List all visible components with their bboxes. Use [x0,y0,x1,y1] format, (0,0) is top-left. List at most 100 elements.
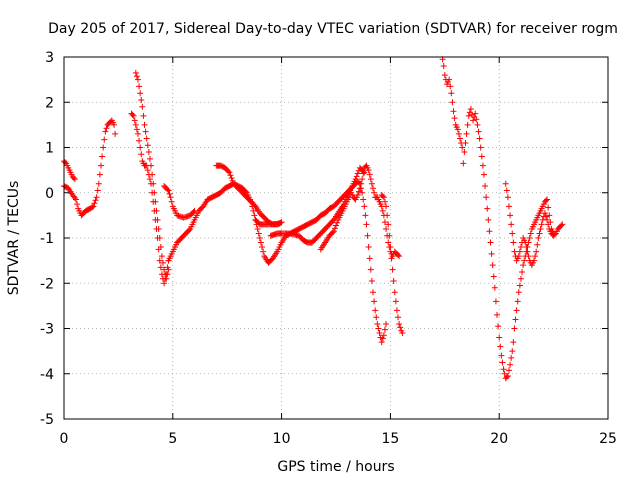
series-sat-n [511,196,557,332]
data-point [141,121,148,128]
y-tick-label: -3 [40,322,54,338]
y-tick-label: 3 [45,50,54,66]
data-point [396,253,403,260]
data-point [356,185,363,192]
data-point [133,126,140,133]
data-point [451,115,458,122]
data-point [450,108,457,115]
data-point [148,162,155,169]
data-point [449,99,456,106]
series-sat-l [439,56,517,382]
data-point [440,63,447,70]
data-point [499,359,506,366]
data-point [101,136,108,143]
data-point [397,324,404,331]
data-point [259,244,266,251]
y-tick-label: -1 [40,231,54,247]
data-point [545,204,552,211]
data-point [95,180,102,187]
data-point [384,212,391,219]
data-point [362,212,369,219]
data-point [360,170,367,177]
data-marks [61,56,566,382]
data-point [254,225,261,232]
data-point [515,253,522,260]
series-sat-j [317,162,403,260]
data-point [90,203,97,210]
data-point [505,203,512,210]
grid-lines [64,57,608,419]
data-point [508,221,515,228]
data-point [132,69,139,76]
data-point [164,186,171,193]
data-point [477,144,484,151]
series-sat-d [132,69,172,282]
data-point [228,175,235,182]
data-point [71,176,78,183]
data-point [502,180,509,187]
data-point [467,106,474,113]
data-point [366,255,373,262]
data-point [500,366,507,373]
data-point [465,112,472,119]
data-point [372,307,379,314]
data-point [383,203,390,210]
data-point [99,153,106,160]
data-point [379,207,386,214]
data-point [515,289,522,296]
data-point [473,116,480,123]
y-tick-label: -4 [40,367,54,383]
data-point [488,250,495,257]
data-point [507,212,514,219]
data-point [498,352,505,359]
x-tick-label: 10 [273,431,291,447]
data-point [447,83,454,90]
data-point [544,196,551,203]
data-point [371,189,378,196]
data-point [94,187,101,194]
data-point [550,230,557,237]
data-point [153,207,160,214]
data-point [132,121,139,128]
data-point [483,194,490,201]
data-point [186,227,193,234]
data-point [463,130,470,137]
data-point [475,128,482,135]
data-point [102,128,109,135]
data-point [111,121,118,128]
data-point [510,339,517,346]
data-point [393,307,400,314]
data-point [476,135,483,142]
series-sat-c [128,110,172,287]
series-sat-g [213,162,285,228]
data-point [446,76,453,83]
data-point [334,219,341,226]
data-point [367,176,374,183]
data-point [152,198,159,205]
data-point [490,273,497,280]
data-point [551,231,558,238]
data-point [470,117,477,124]
series-sat-h [252,216,283,228]
data-point [546,212,553,219]
data-point [379,335,386,342]
data-point [330,228,337,235]
x-axis-label: GPS time / hours [277,459,394,475]
data-point [486,228,493,235]
data-point [524,244,531,251]
data-point [255,230,262,237]
data-point [226,169,233,176]
data-point [472,110,479,117]
data-point [504,194,511,201]
data-point [359,176,366,183]
data-point [387,244,394,251]
data-point [541,210,548,217]
data-point [361,203,368,210]
data-point [376,330,383,337]
data-point [503,374,510,381]
y-tick-label: -5 [40,412,54,428]
data-point [386,232,393,239]
data-point [358,180,365,187]
